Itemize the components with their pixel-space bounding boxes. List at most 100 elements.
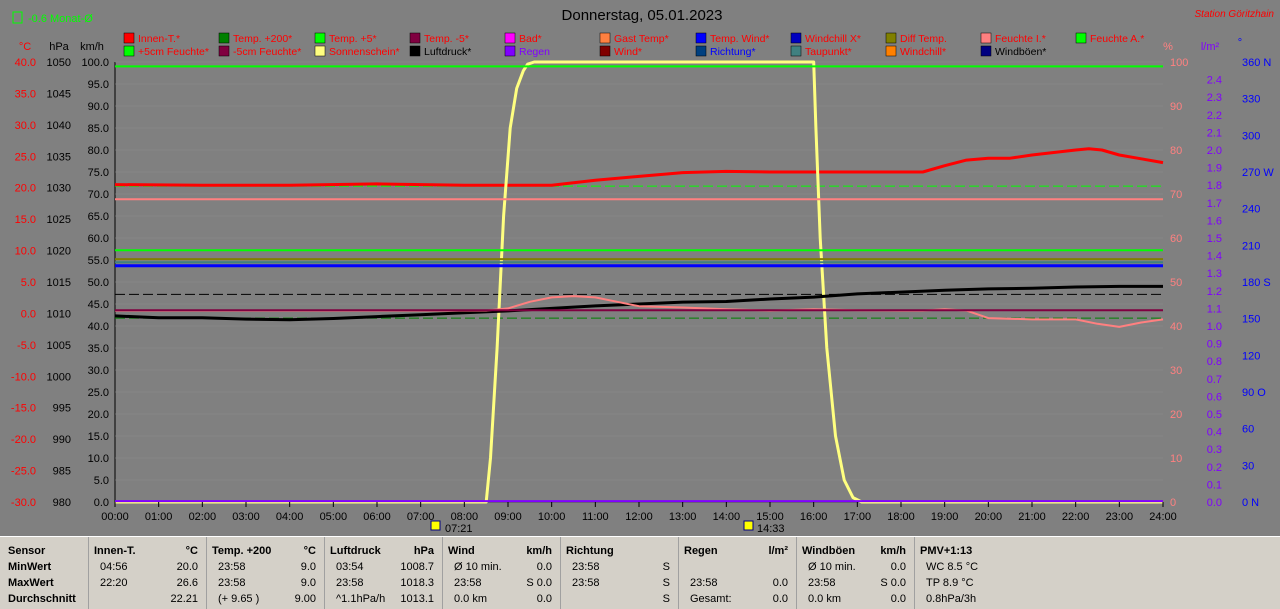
footer-value: S — [662, 561, 670, 573]
x-tick-label: 08:00 — [451, 511, 479, 523]
rain-tick-label: 1.6 — [1207, 215, 1222, 227]
footer-value-row: 23:58 S 0.0 — [442, 575, 560, 591]
speed-tick-label: 95.0 — [88, 79, 109, 91]
rain-tick-label: 1.1 — [1207, 303, 1222, 315]
percent-tick-label: 50 — [1170, 277, 1182, 289]
speed-tick-label: 90.0 — [88, 101, 109, 113]
legend-label: Wind* — [614, 46, 642, 58]
footer-value: 0.0 — [536, 561, 552, 573]
footer-header-title: Luftdruck — [330, 545, 381, 557]
legend-label: Gast Temp* — [614, 33, 669, 45]
temp-tick-label: -25.0 — [11, 466, 36, 478]
series-line — [114, 147, 1164, 187]
speed-tick-label: 80.0 — [88, 145, 109, 157]
legend-label: Innen-T.* — [138, 33, 180, 45]
legend-swatch — [314, 45, 326, 57]
legend-swatch — [409, 32, 421, 44]
temp-tick-label: 5.0 — [21, 277, 36, 289]
x-tick-label: 19:00 — [931, 511, 959, 523]
footer-header-title: Windböen — [802, 545, 856, 557]
footer-value-row: WC 8.5 °C — [914, 559, 1280, 575]
rain-tick-label: 2.3 — [1207, 92, 1222, 104]
x-tick-label: 15:00 — [756, 511, 784, 523]
legend-swatch — [599, 32, 611, 44]
footer-value-row: 22.21 — [88, 591, 206, 607]
legend: Innen-T.* Temp. +200* Temp. +5* Temp. -5* Ba… — [123, 32, 1144, 58]
footer-column-temp200: Temp. +200 °C 23:58 9.0 23:58 9.0 (+ 9.65 ) 9.0… — [206, 537, 325, 609]
speed-tick-label: 30.0 — [88, 365, 109, 377]
footer-value-time: WC 8.5 °C — [926, 561, 979, 573]
speed-tick-label: 85.0 — [88, 123, 109, 135]
pressure-tick-label: 1040 — [47, 120, 71, 132]
footer-header-unit: hPa — [413, 545, 434, 557]
footer-value-time: Ø 10 min. — [808, 561, 856, 573]
footer-value-time: ^1.1hPa/h — [336, 593, 386, 605]
legend-swatch — [123, 45, 135, 57]
footer-value-time: 23:58 — [218, 561, 246, 573]
speed-tick-label: 5.0 — [94, 475, 109, 487]
speed-tick-label: 100.0 — [81, 57, 109, 69]
footer-value-row: 23:58 S 0.0 — [796, 575, 914, 591]
footer-value-time: 03:54 — [336, 561, 364, 573]
footer-header-unit: l/m² — [768, 545, 788, 557]
x-tick-label: 13:00 — [669, 511, 697, 523]
direction-tick-label: 60 — [1242, 424, 1254, 436]
percent-tick-label: 80 — [1170, 145, 1182, 157]
footer-value-time: (+ 9.65 ) — [218, 593, 260, 605]
legend-swatch — [1075, 32, 1087, 44]
rain-tick-label: 2.2 — [1207, 110, 1222, 122]
speed-tick-label: 70.0 — [88, 189, 109, 201]
series-line — [115, 60, 1163, 504]
rain-tick-label: 0.3 — [1207, 444, 1222, 456]
legend-label: Sonnenschein* — [329, 46, 400, 58]
x-tick-label: 16:00 — [800, 511, 828, 523]
x-tick-label: 23:00 — [1106, 511, 1134, 523]
footer-row-label: MaxWert — [8, 577, 54, 589]
sun-icon — [743, 520, 754, 531]
rain-tick-label: 1.5 — [1207, 233, 1222, 245]
legend-label: Feuchte A.* — [1090, 33, 1144, 45]
footer-value: S 0.0 — [526, 577, 552, 589]
footer-value: 0.0 — [772, 593, 788, 605]
legend-swatch — [409, 45, 421, 57]
footer-header-title: Temp. +200 — [212, 545, 272, 557]
legend-label: Temp. +200* — [233, 33, 292, 45]
footer-value-row: 0.8hPa/3h — [914, 591, 1280, 607]
footer-value-row: 23:58 S — [560, 575, 678, 591]
speed-tick-label: 0.0 — [94, 497, 109, 509]
footer-value-time: 23:58 — [690, 577, 718, 589]
axis-unit-labels: °C hPa km/h % l/m² ° — [19, 37, 1242, 53]
x-tick-label: 09:00 — [494, 511, 522, 523]
footer-value-row: 23:58 9.0 — [206, 575, 324, 591]
temp-tick-label: 0.0 — [21, 308, 36, 320]
speed-tick-label: 75.0 — [88, 167, 109, 179]
percent-tick-label: 60 — [1170, 233, 1182, 245]
chart-background — [0, 0, 1280, 536]
footer-value-row — [678, 559, 796, 575]
temp-tick-label: 35.0 — [15, 88, 36, 100]
direction-tick-label: 330 — [1242, 94, 1260, 106]
pressure-tick-label: 1010 — [47, 308, 71, 320]
x-tick-label: 00:00 — [101, 511, 129, 523]
chart-title: Donnerstag, 05.01.2023 — [562, 7, 723, 24]
footer-column-pmv: PMV+1:13 WC 8.5 °C TP 8.9 °C 0.8hPa/3h — [914, 537, 1280, 609]
legend-label: -5cm Feuchte* — [233, 46, 301, 58]
legend-label: Richtung* — [710, 46, 756, 58]
speed-tick-label: 55.0 — [88, 255, 109, 267]
footer-value-row: 0.0 km 0.0 — [796, 591, 914, 607]
direction-tick-label: 0 N — [1242, 497, 1259, 509]
footer-value-row: 23:58 1018.3 — [324, 575, 442, 591]
footer-column-header: Innen-T. °C — [88, 543, 206, 559]
station-name: Station Göritzhain — [1195, 9, 1275, 20]
rain-tick-label: 2.0 — [1207, 145, 1222, 157]
rain-tick-label: 0.4 — [1207, 427, 1222, 439]
temp-tick-label: 20.0 — [15, 183, 36, 195]
direction-tick-label: 360 N — [1242, 57, 1271, 69]
direction-tick-label: 30 — [1242, 460, 1254, 472]
legend-swatch — [695, 45, 707, 57]
footer-value-row: ^1.1hPa/h 1013.1 — [324, 591, 442, 607]
footer-column-wind: Wind km/h Ø 10 min. 0.0 23:58 S 0.0 0.0 km 0.0 — [442, 537, 561, 609]
temp-tick-label: -15.0 — [11, 403, 36, 415]
rain-tick-label: 0.0 — [1207, 497, 1222, 509]
footer-value-time: 04:56 — [100, 561, 128, 573]
